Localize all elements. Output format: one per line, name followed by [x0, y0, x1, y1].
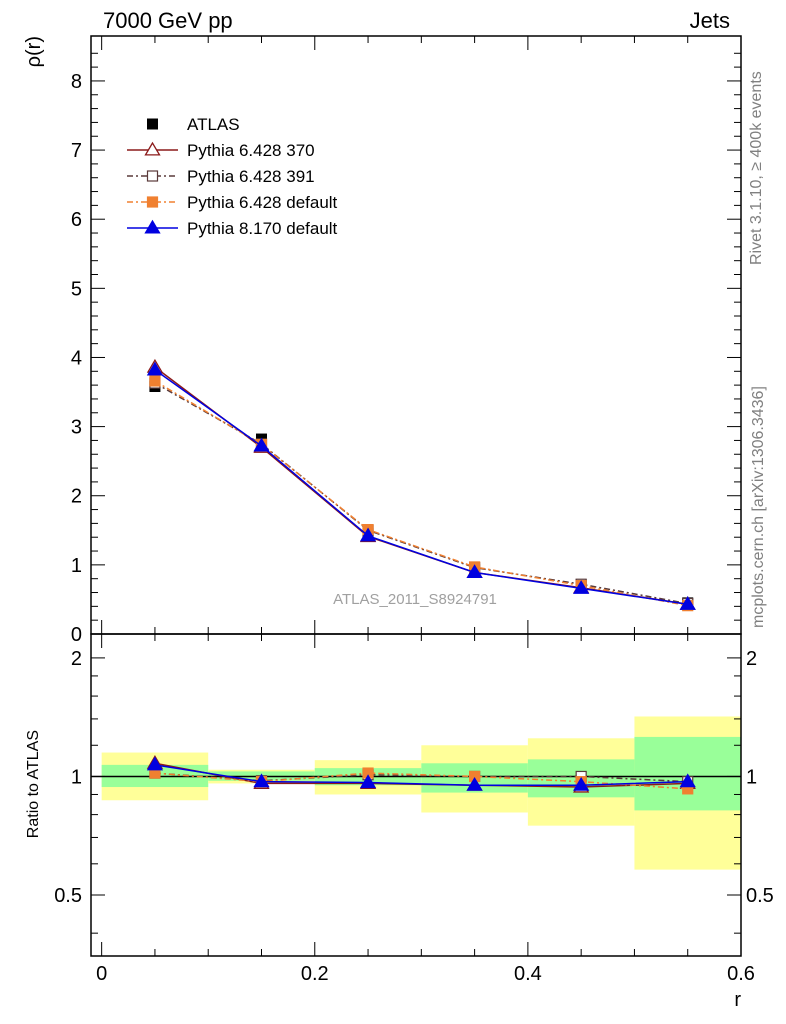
data-point: [149, 375, 161, 387]
x-axis-label: r: [734, 989, 741, 1011]
axis-ticks: 0 0.2 0.4 0.6 0 1 2 3 4 5 6 7 8 0.5 0.5 1 1 2 2: [54, 36, 774, 985]
rivet-version-text: Rivet 3.1.10, ≥ 400k events: [748, 71, 765, 265]
ratio-y-axis-label: Ratio to ATLAS: [25, 730, 42, 838]
data-point: [359, 527, 377, 542]
legend-label: Pythia 6.428 default: [187, 193, 338, 212]
legend-label: Pythia 6.428 370: [187, 141, 315, 160]
y-tick-label: 1: [71, 555, 82, 577]
main-y-axis-label: ρ(r): [23, 36, 45, 67]
legend-label: ATLAS: [187, 115, 240, 134]
y-tick-label: 3: [71, 417, 82, 439]
data-point: [679, 595, 696, 610]
y-tick-label: 4: [71, 347, 82, 369]
ratio-series-line: [154, 772, 688, 790]
legend: ATLAS Pythia 6.428 370 Pythia 6.428 391 Pyt…: [127, 115, 338, 238]
legend-label: Pythia 6.428 391: [187, 167, 315, 186]
ratio-tick-label: 1: [71, 766, 82, 788]
data-point: [573, 776, 590, 791]
ratio-tick-label: 0.5: [746, 885, 774, 907]
data-point: [253, 773, 270, 788]
source-text: mcplots.cern.ch [arXiv:1306.3436]: [750, 386, 767, 628]
series-line: [154, 369, 688, 606]
ratio-series-line: [154, 764, 688, 786]
ratio-tick-label: 2: [746, 648, 757, 670]
y-tick-label: 7: [71, 140, 82, 162]
analysis-label: ATLAS_2011_S8924791: [333, 591, 497, 608]
x-tick-label: 0.2: [301, 963, 329, 985]
ratio-tick-label: 1: [746, 766, 757, 788]
plot-title-right: Jets: [690, 8, 730, 33]
data-point: [573, 580, 590, 594]
data-point: [144, 141, 161, 156]
x-tick-label: 0.4: [514, 963, 542, 985]
y-tick-label: 6: [71, 209, 82, 231]
data-point: [146, 361, 164, 376]
data-point: [359, 774, 377, 789]
y-tick-label: 2: [71, 486, 82, 508]
data-point: [144, 219, 161, 234]
data-point: [146, 170, 159, 182]
data-point: [253, 437, 270, 452]
data-point: [146, 756, 164, 771]
data-point: [679, 773, 696, 788]
y-tick-label: 8: [71, 71, 82, 93]
x-tick-label: 0: [96, 963, 107, 985]
ratio-panel: [91, 716, 741, 870]
plot-title-left: 7000 GeV pp: [103, 8, 233, 33]
ratio-tick-label: 2: [71, 648, 82, 670]
data-point: [466, 564, 483, 579]
data-point: [147, 118, 158, 130]
series-line: [154, 366, 688, 606]
series-layer: [146, 358, 696, 795]
y-tick-label: 5: [71, 278, 82, 300]
axes-frames: [90, 35, 742, 957]
ratio-frame: [90, 633, 742, 957]
series-line: [154, 382, 688, 605]
y-tick-label: 0: [71, 624, 82, 646]
x-tick-label: 0.6: [727, 963, 755, 985]
ratio-tick-label: 0.5: [54, 885, 82, 907]
data-point: [146, 196, 159, 208]
legend-label: Pythia 8.170 default: [187, 219, 338, 238]
data-point: [466, 776, 483, 791]
series-line: [154, 380, 688, 607]
